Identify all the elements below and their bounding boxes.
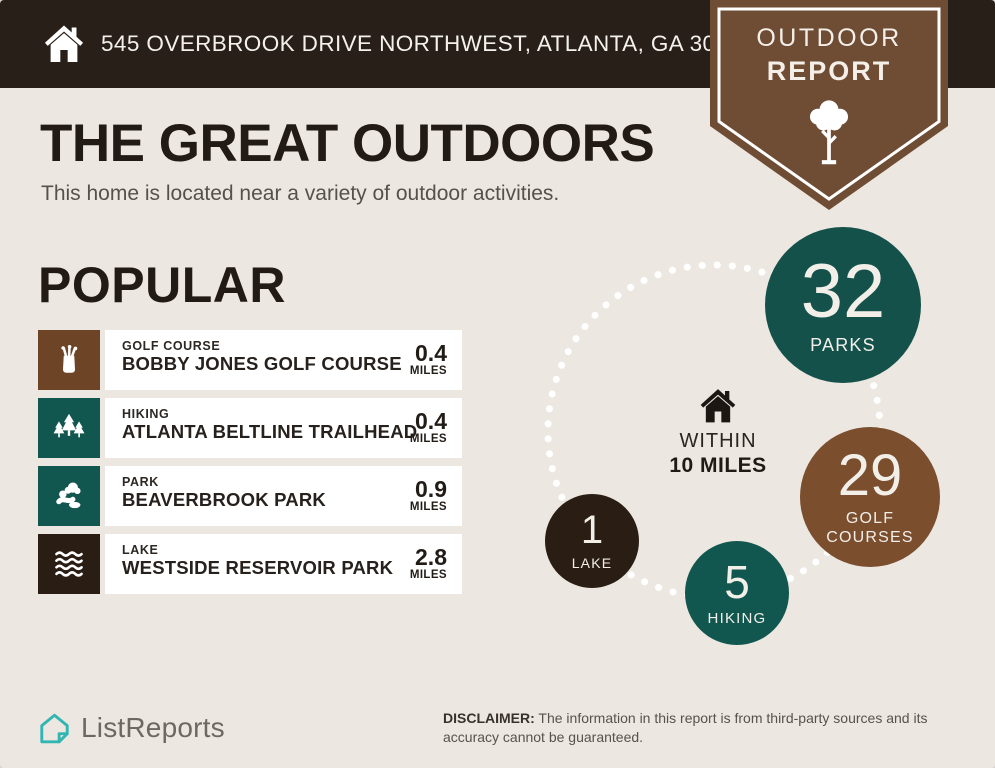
item-distance-value: 2.8 — [415, 544, 447, 570]
bubble-count: 1 — [580, 508, 604, 553]
count-bubble: 29 GOLF COURSES — [800, 427, 940, 567]
listreports-logo-icon — [40, 713, 69, 743]
item-name: BEAVERBROOK PARK — [122, 489, 326, 510]
outdoor-report-badge: OUTDOOR REPORT — [710, 0, 948, 212]
item-distance-unit: MILES — [409, 433, 447, 445]
popular-list: GOLF COURSE BOBBY JONES GOLF COURSE 0.4 … — [38, 330, 462, 602]
bubble-count: 29 — [837, 443, 903, 509]
count-bubble: 32 PARKS — [765, 227, 921, 383]
item-distance-unit: MILES — [409, 365, 447, 377]
item-category-label: HIKING — [122, 407, 170, 421]
popular-item-row: HIKING ATLANTA BELTLINE TRAILHEAD 0.4 MI… — [38, 398, 462, 458]
disclaimer: DISCLAIMER: The information in this repo… — [443, 709, 959, 746]
badge-title-line1: OUTDOOR — [756, 24, 902, 52]
bubble-label: LAKE — [571, 555, 613, 572]
park-tree-icon — [51, 478, 87, 514]
disclaimer-label: DISCLAIMER: — [443, 710, 535, 726]
page-title: THE GREAT OUTDOORS — [40, 114, 655, 173]
item-distance-value: 0.4 — [415, 408, 447, 434]
disclaimer-text: The information in this report is from t… — [443, 710, 928, 745]
radius-center: WITHIN 10 MILES — [638, 386, 798, 478]
house-icon — [698, 386, 738, 426]
popular-heading: POPULAR — [38, 257, 286, 313]
pine-trees-icon — [51, 410, 87, 446]
badge-title-line2: REPORT — [766, 56, 892, 86]
bubble-count: 5 — [724, 555, 750, 608]
item-category-label: PARK — [122, 475, 159, 489]
radius-label-line2: 10 MILES — [669, 454, 767, 477]
bubble-label: HIKING — [707, 609, 767, 627]
tree-icon — [797, 94, 861, 168]
golf-bag-icon — [51, 342, 87, 378]
popular-item-row: GOLF COURSE BOBBY JONES GOLF COURSE 0.4 … — [38, 330, 462, 390]
item-icon-box — [38, 330, 100, 390]
item-name: WESTSIDE RESERVOIR PARK — [122, 557, 394, 578]
item-name: BOBBY JONES GOLF COURSE — [122, 353, 402, 374]
item-distance-unit: MILES — [409, 569, 447, 581]
item-icon-box — [38, 466, 100, 526]
item-distance-value: 0.4 — [415, 340, 447, 366]
item-category-label: LAKE — [122, 543, 159, 557]
house-icon — [42, 22, 86, 66]
count-bubble: 1 LAKE — [545, 494, 639, 588]
item-icon-box — [38, 398, 100, 458]
item-name: ATLANTA BELTLINE TRAILHEAD — [122, 421, 418, 442]
property-address: 545 OVERBROOK DRIVE NORTHWEST, ATLANTA, … — [101, 31, 755, 56]
item-distance-unit: MILES — [409, 501, 447, 513]
bubble-label: PARKS — [810, 335, 876, 356]
item-icon-box — [38, 534, 100, 594]
item-category-label: GOLF COURSE — [122, 339, 221, 353]
item-distance-value: 0.9 — [415, 476, 447, 502]
bubble-label: GOLF COURSES — [826, 510, 914, 546]
bubble-count: 32 — [800, 249, 886, 335]
page-subtitle: This home is located near a variety of o… — [41, 182, 560, 205]
radius-label-line1: WITHIN — [679, 430, 757, 452]
popular-item-row: PARK BEAVERBROOK PARK 0.9 MILES — [38, 466, 462, 526]
lake-waves-icon — [51, 546, 87, 582]
popular-item-row: LAKE WESTSIDE RESERVOIR PARK 2.8 MILES — [38, 534, 462, 594]
count-bubble: 5 HIKING — [685, 541, 789, 645]
listreports-brand: ListReports — [36, 706, 225, 750]
brand-name: ListReports — [81, 712, 225, 743]
